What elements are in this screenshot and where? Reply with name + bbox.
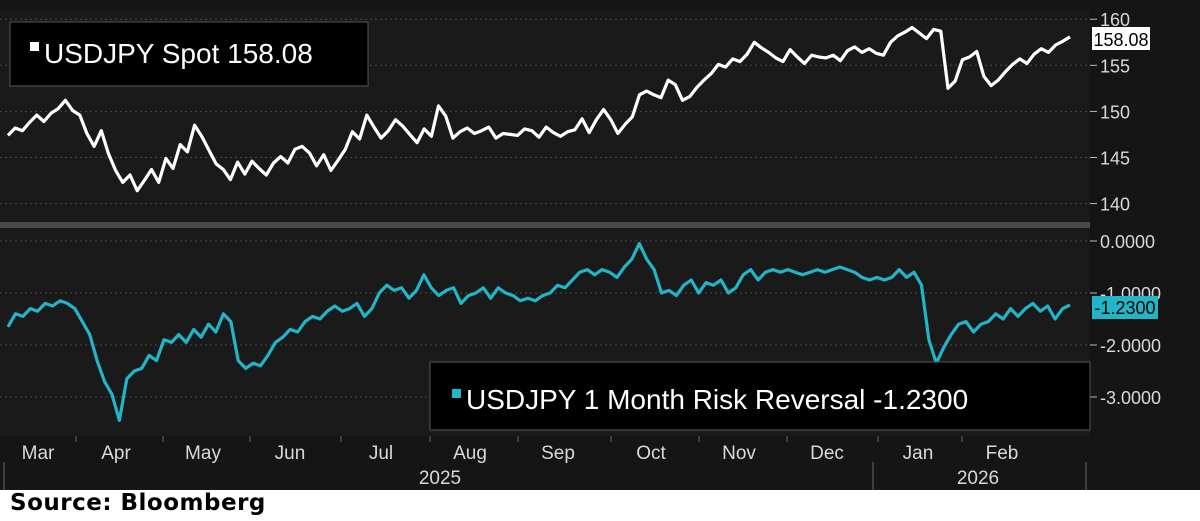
x-month-label: Sep [541,443,575,464]
x-month-label: Mar [22,443,55,464]
x-month-label: Jan [903,443,934,464]
spot-tick-label: 160 [1100,10,1130,30]
spot-legend-swatch [30,42,39,51]
spot-tick-label: 150 [1100,102,1130,122]
rr-last-label-bg [1092,296,1158,319]
spot-series-line [6,25,1071,193]
rr-series-line [6,242,1071,422]
x-month-label: Jul [369,443,393,464]
x-month-label: Nov [722,443,756,464]
x-axis: Mar Apr May Jun Jul Aug Sep Oct Nov Dec Jan Feb 2025… [3,436,1087,490]
spot-legend-title: USDJPY Spot 158.08 [44,38,313,69]
spot-last-label: 158.08 [1093,30,1148,50]
rr-tick-label: -2.0000 [1100,336,1161,356]
x-month-label: Apr [101,443,131,464]
spot-tick-label: 145 [1100,148,1130,168]
spot-tick-label: 140 [1100,195,1130,215]
spot-panel: 140 145 150 155 160 158.08 USDJPY Spot 158.0… [0,10,1150,222]
x-month-label: Dec [810,443,844,464]
x-month-label: Oct [636,443,666,464]
rr-legend-swatch [452,389,461,398]
x-year-label: 2026 [957,468,999,489]
x-month-label: Jun [275,443,306,464]
x-month-label: May [185,443,221,464]
spot-y-ticks: 140 145 150 155 160 [1090,10,1130,215]
spot-last-label-bg [1092,27,1150,50]
panel-divider [0,222,1090,228]
x-month-label: Feb [986,443,1019,464]
rr-last-label: -1.2300 [1094,298,1155,318]
rr-legend-box [429,361,1091,431]
rr-tick-label: 0.0000 [1100,232,1155,252]
spot-tick-label: 155 [1100,56,1130,76]
rr-legend-title: USDJPY 1 Month Risk Reversal -1.2300 [466,384,968,415]
x-year-label: 2025 [419,468,461,489]
spot-legend-box [9,21,369,87]
rr-panel: 0.0000-1.0000-2.0000-3.0000 -1.2300 USDJ… [0,228,1161,436]
x-month-label: Aug [453,443,487,464]
usdjpy-chart: 140 145 150 155 160 158.08 USDJPY Spot 158.0… [0,0,1200,490]
source-caption: Source: Bloomberg [10,490,266,516]
rr-tick-label: -3.0000 [1100,388,1161,408]
